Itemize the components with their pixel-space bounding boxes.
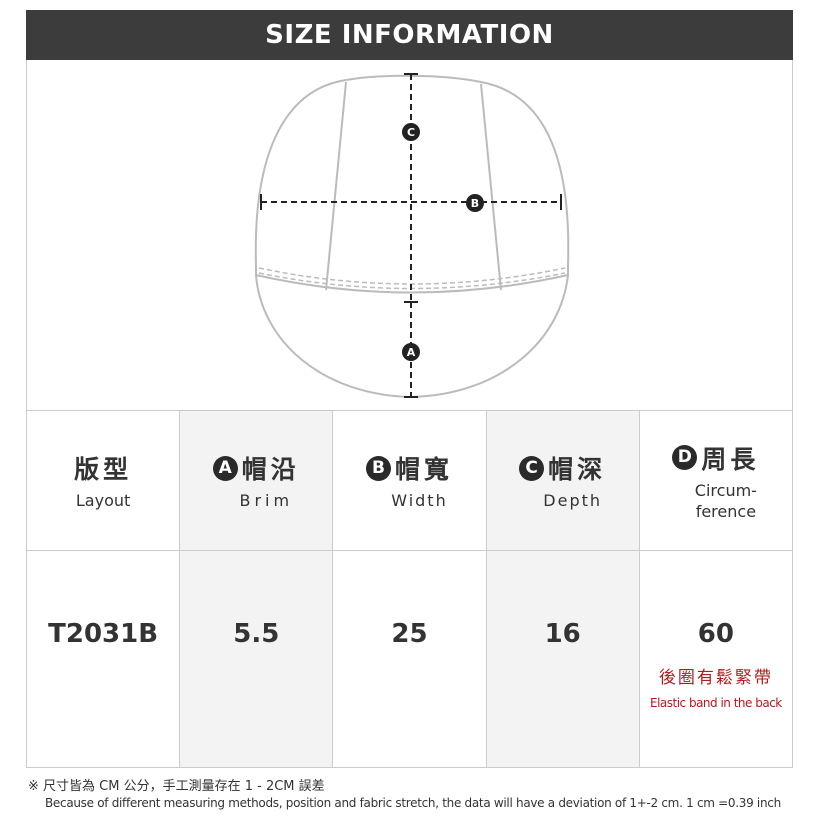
cell-width: 25 [332, 550, 487, 768]
cell-circumference: 60 後圈有鬆緊帶 Elastic band in the back [638, 550, 794, 768]
elastic-note-zh: 後圈有鬆緊帶 [658, 668, 773, 688]
cell-brim: 5.5 [179, 550, 334, 768]
header-layout: 版型 Layout [25, 410, 181, 551]
marker-d-icon: D [672, 445, 698, 470]
marker-c: C [407, 126, 415, 139]
header-row: 版型 Layout A 帽沿 Brim B 帽寬 Width C 帽深 Depth D 周長 Ci… [25, 410, 794, 551]
data-row: T2031B 5.5 25 16 60 後圈有鬆緊帶 Elastic band in… [25, 550, 794, 768]
elastic-note-en: Elastic band in the back [649, 696, 782, 710]
page-title: SIZE INFORMATION [26, 10, 793, 60]
marker-c-icon: C [519, 455, 545, 481]
marker-b-icon: B [365, 455, 391, 481]
note-en: Because of different measuring methods, … [45, 796, 781, 810]
size-table: 版型 Layout A 帽沿 Brim B 帽寬 Width C 帽深 Depth D 周長 Ci… [25, 410, 794, 768]
marker-b: B [471, 197, 479, 210]
header-circumference: D 周長 Circum- ference [638, 410, 794, 551]
cell-layout: T2031B [25, 550, 181, 768]
header-width: B 帽寬 Width [332, 410, 487, 551]
cap-illustration: C B A [254, 73, 570, 399]
marker-a-icon: A [212, 455, 238, 481]
header-brim: A 帽沿 Brim [179, 410, 334, 551]
note-zh: ※ 尺寸皆為 CM 公分，手工測量存在 1 - 2CM 誤差 [28, 779, 325, 794]
marker-a: A [407, 346, 416, 359]
header-depth: C 帽深 Depth [485, 410, 640, 551]
cap-diagram: C B A [26, 60, 793, 411]
cell-depth: 16 [485, 550, 640, 768]
